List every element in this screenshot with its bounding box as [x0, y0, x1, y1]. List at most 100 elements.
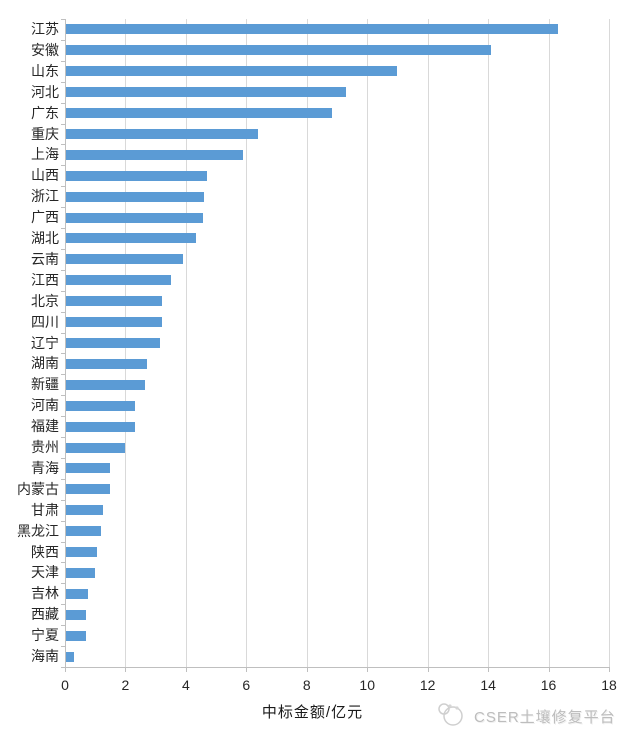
x-axis-tick-mark	[548, 667, 550, 672]
gridline	[306, 19, 308, 667]
bar	[66, 66, 398, 77]
watermark-logo-icon	[436, 701, 466, 732]
y-axis-line	[65, 19, 66, 667]
y-axis-tick-mark	[61, 19, 65, 20]
bar	[66, 651, 75, 662]
x-axis-tick-mark	[185, 667, 187, 672]
y-axis-tick-mark	[61, 207, 65, 209]
y-axis-label: 福建	[31, 418, 59, 435]
y-axis-label: 山东	[31, 62, 59, 79]
y-axis-label: 山西	[31, 167, 59, 184]
bar	[66, 400, 135, 411]
y-axis-label: 陕西	[31, 543, 59, 560]
bar	[66, 442, 126, 453]
y-axis-label: 湖南	[31, 355, 59, 372]
bar	[66, 24, 558, 35]
x-axis-tick-label: 12	[419, 677, 436, 693]
gridline	[609, 19, 610, 667]
x-axis-tick-mark	[125, 667, 127, 672]
y-axis-tick-mark	[61, 646, 65, 648]
x-axis-tick-mark	[246, 667, 248, 672]
bar	[66, 149, 244, 160]
bar	[66, 526, 102, 537]
y-axis-tick-mark	[61, 604, 65, 606]
x-axis-tick-mark	[65, 667, 66, 672]
bar	[66, 233, 197, 244]
y-axis-tick-mark	[61, 165, 65, 167]
y-axis-label: 广东	[31, 104, 59, 121]
y-axis-tick-mark	[61, 123, 65, 125]
bar	[66, 630, 87, 641]
x-axis-title: 中标金额/亿元	[261, 704, 364, 721]
x-axis-tick-label: 18	[601, 677, 617, 693]
bar	[66, 275, 171, 286]
y-axis-tick-mark	[61, 667, 65, 668]
gridline	[488, 19, 490, 667]
y-axis-label: 江西	[31, 271, 59, 288]
x-axis-tick-label: 8	[302, 677, 311, 693]
watermark: CSER土壤修复平台	[436, 701, 616, 732]
bar	[66, 421, 135, 432]
bar	[66, 87, 347, 98]
bar	[66, 609, 87, 620]
bar	[66, 212, 203, 223]
bar	[66, 45, 492, 56]
y-axis-tick-mark	[61, 332, 65, 334]
y-axis-tick-mark	[61, 60, 65, 62]
y-axis-label: 天津	[31, 564, 59, 581]
y-axis-tick-mark	[61, 102, 65, 104]
y-axis-label: 四川	[31, 313, 59, 330]
x-axis-tick-label: 6	[242, 677, 251, 693]
y-axis-tick-mark	[61, 478, 65, 480]
y-axis-label: 江苏	[31, 21, 59, 37]
y-axis-label: 新疆	[31, 376, 59, 393]
bar	[66, 379, 146, 390]
y-axis-tick-mark	[61, 269, 65, 271]
gridline	[548, 19, 550, 667]
x-axis-tick-label: 16	[540, 677, 557, 693]
y-axis-tick-mark	[61, 81, 65, 83]
x-axis-tick-mark	[427, 667, 429, 672]
y-axis-label: 河北	[31, 83, 59, 100]
y-axis-label: 上海	[31, 146, 59, 163]
y-axis-tick-mark	[61, 625, 65, 627]
x-axis-line	[65, 667, 609, 668]
y-axis-label: 辽宁	[31, 334, 59, 351]
y-axis-tick-mark	[61, 311, 65, 313]
bar	[66, 484, 111, 495]
y-axis-tick-mark	[61, 457, 65, 459]
bar	[66, 505, 103, 516]
y-axis-tick-mark	[61, 290, 65, 292]
bar	[66, 358, 147, 369]
y-axis-tick-mark	[61, 520, 65, 522]
gridline	[246, 19, 248, 667]
x-axis-tick-label: 10	[359, 677, 375, 693]
y-axis-label: 河南	[31, 397, 59, 414]
y-axis-label: 广西	[31, 209, 59, 226]
y-axis-label: 海南	[31, 648, 59, 665]
y-axis-label: 云南	[31, 250, 59, 267]
y-axis-label: 湖北	[31, 230, 59, 247]
x-axis-tick-label: 2	[121, 677, 130, 693]
bar	[66, 567, 96, 578]
gridline	[185, 19, 187, 667]
y-axis-label: 安徽	[31, 41, 59, 58]
bar	[66, 338, 161, 348]
y-axis-tick-mark	[61, 186, 65, 188]
y-axis-label: 浙江	[31, 188, 59, 205]
y-axis-tick-mark	[61, 144, 65, 146]
bar	[66, 588, 88, 599]
x-axis-tick-label: 4	[181, 677, 190, 693]
y-axis-tick-mark	[61, 499, 65, 501]
y-axis-tick-mark	[61, 39, 65, 41]
y-axis-tick-mark	[61, 416, 65, 418]
gridline	[427, 19, 429, 667]
y-axis-tick-mark	[61, 228, 65, 230]
y-axis-tick-mark	[61, 353, 65, 355]
y-axis-tick-mark	[61, 248, 65, 250]
y-axis-tick-mark	[61, 437, 65, 439]
y-axis-label: 宁夏	[31, 627, 59, 644]
y-axis-tick-mark	[61, 583, 65, 585]
